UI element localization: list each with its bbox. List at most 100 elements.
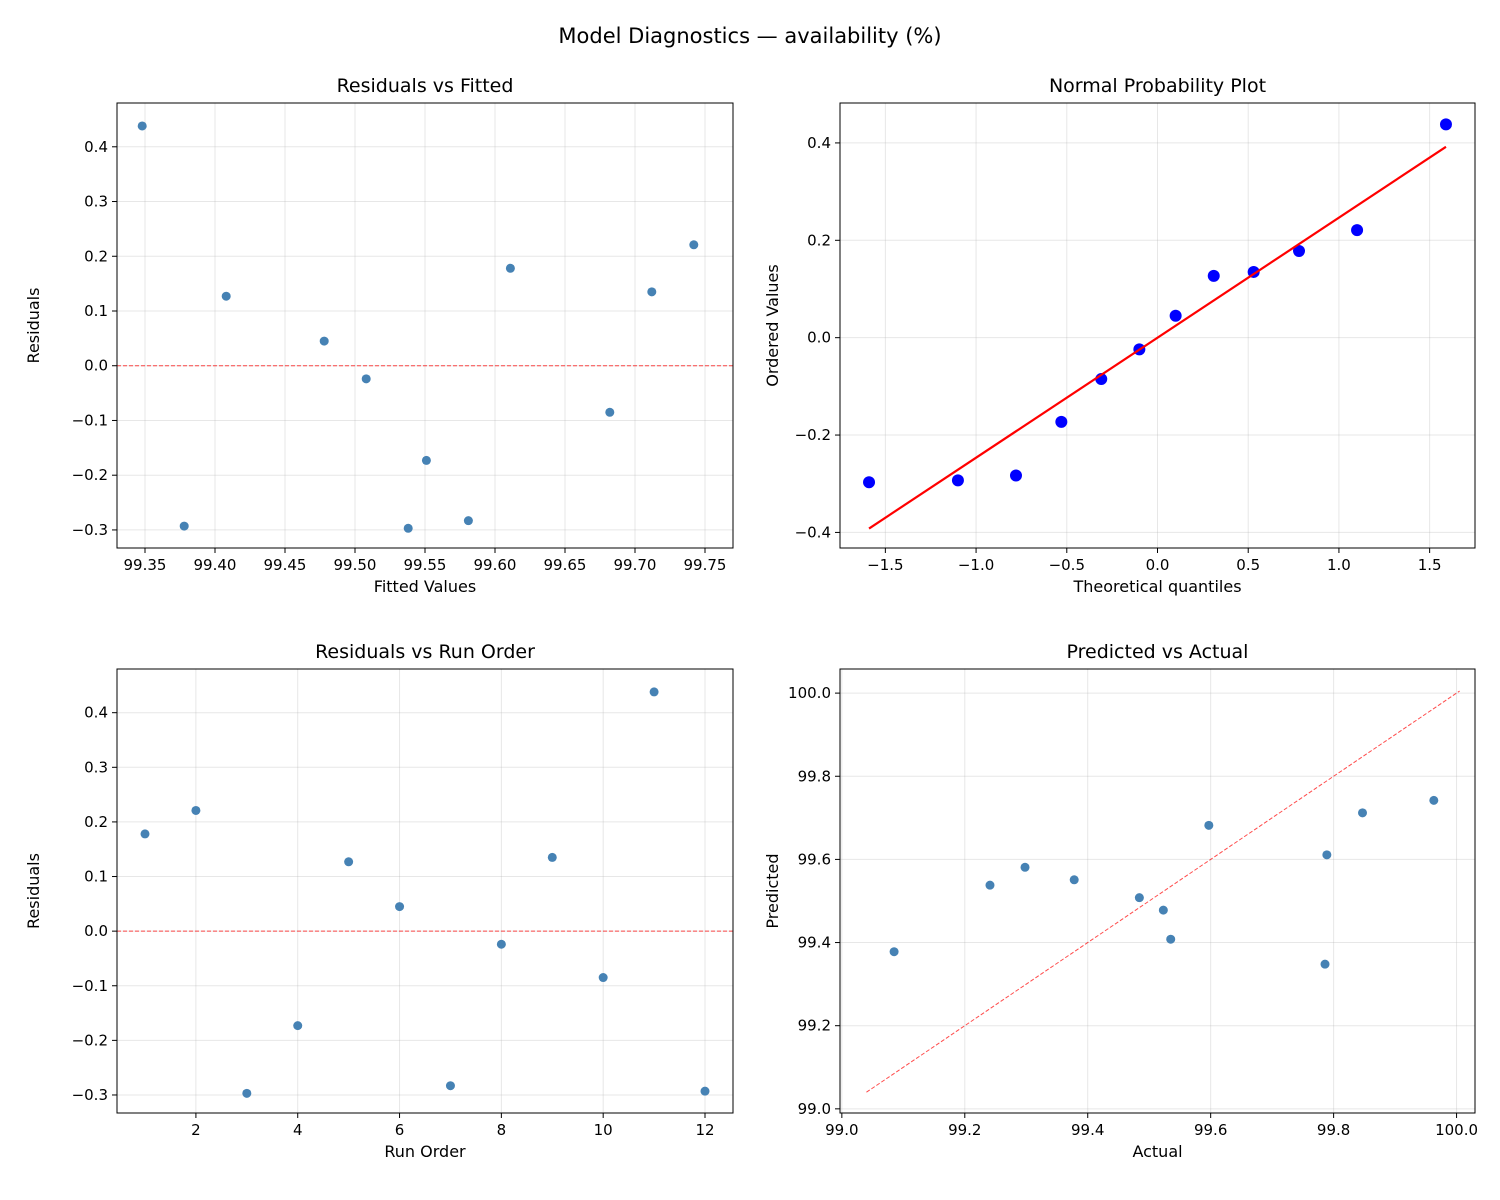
data-point — [137, 121, 147, 131]
x-tick-label: 99.60 — [474, 556, 517, 574]
y-tick-label: 0.4 — [84, 138, 108, 156]
x-axis-label: Fitted Values — [374, 577, 476, 596]
y-axis-label: Residuals — [24, 853, 43, 929]
x-tick-label: 99.75 — [684, 556, 727, 574]
data-point — [1020, 862, 1030, 872]
axes-frame — [116, 102, 734, 549]
subplot-2: −1.5 −1.0 −0.5 0.0 0.5 1.0 1.5 −0.4 −0.2 0.0 0.2 0.… — [763, 75, 1476, 596]
x-tick-label: 0.5 — [1236, 556, 1260, 574]
data-point — [505, 263, 515, 273]
y-tick-label: −0.3 — [72, 1086, 108, 1104]
data-point — [1439, 118, 1452, 131]
y-tick-label: 99.6 — [798, 850, 831, 868]
x-tick-label: 2 — [191, 1121, 201, 1139]
x-tick-label: −0.5 — [1049, 556, 1085, 574]
axes-frame — [116, 668, 734, 1114]
data-point — [1207, 269, 1220, 282]
y-tick-label: 0.2 — [84, 813, 108, 831]
data-point — [140, 829, 150, 839]
subplot-title: Normal Probability Plot — [1049, 75, 1266, 97]
data-point — [889, 947, 899, 957]
data-point — [1320, 959, 1330, 969]
data-point — [1429, 795, 1439, 805]
y-tick-label: 0.1 — [84, 868, 108, 886]
y-axis-label: Residuals — [24, 288, 43, 364]
axes-frame — [839, 668, 1476, 1114]
x-tick-label: 99.35 — [124, 556, 167, 574]
data-point — [689, 240, 699, 250]
y-tick-label: 99.0 — [798, 1100, 831, 1118]
y-tick-label: 99.4 — [798, 934, 831, 952]
y-tick-label: 0.4 — [84, 704, 108, 722]
data-point — [647, 287, 657, 297]
data-point — [1134, 893, 1144, 903]
x-axis-label: Theoretical quantiles — [1072, 577, 1241, 596]
subplot-title: Residuals vs Run Order — [315, 641, 535, 663]
y-axis-label: Predicted — [763, 853, 782, 928]
data-point — [1204, 820, 1214, 830]
data-point — [1358, 808, 1368, 818]
data-point — [421, 455, 431, 465]
identity-reference-line — [866, 690, 1460, 1093]
x-tick-label: 99.0 — [825, 1121, 858, 1139]
x-tick-label: 4 — [293, 1121, 303, 1139]
y-tick-label: −0.4 — [795, 523, 831, 541]
data-point — [403, 523, 413, 533]
data-point — [598, 973, 608, 983]
y-tick-label: −0.2 — [795, 426, 831, 444]
x-tick-label: 99.50 — [334, 556, 377, 574]
x-tick-label: 12 — [695, 1121, 714, 1139]
data-point — [1169, 309, 1182, 322]
y-tick-label: 0.4 — [807, 134, 831, 152]
data-point — [361, 374, 371, 384]
y-tick-label: 99.2 — [798, 1017, 831, 1035]
x-tick-label: 10 — [594, 1121, 613, 1139]
data-point — [649, 687, 659, 697]
data-point — [1293, 245, 1306, 258]
data-point — [1055, 415, 1068, 428]
x-tick-label: 99.6 — [1194, 1121, 1227, 1139]
x-tick-label: 100.0 — [1435, 1121, 1478, 1139]
data-point — [445, 1081, 455, 1091]
subplot-1: 99.35 99.40 99.45 99.50 99.55 99.60 99.65 99.70… — [24, 75, 734, 596]
data-point — [951, 474, 964, 487]
data-point — [700, 1086, 710, 1096]
y-tick-label: 100.0 — [788, 684, 831, 702]
y-tick-label: 0.0 — [84, 357, 108, 375]
x-tick-label: 1.5 — [1418, 556, 1442, 574]
y-tick-label: 0.2 — [807, 231, 831, 249]
x-tick-label: 1.0 — [1327, 556, 1351, 574]
y-tick-label: 0.0 — [84, 922, 108, 940]
data-point — [293, 1021, 303, 1031]
y-tick-label: 0.2 — [84, 247, 108, 265]
y-tick-label: 0.1 — [84, 302, 108, 320]
x-tick-label: 8 — [497, 1121, 507, 1139]
data-point — [863, 476, 876, 489]
data-point — [221, 291, 231, 301]
subplot-title: Residuals vs Fitted — [337, 75, 514, 97]
y-tick-label: −0.1 — [72, 411, 108, 429]
x-tick-label: 99.65 — [544, 556, 587, 574]
x-tick-label: −1.5 — [867, 556, 903, 574]
y-tick-label: 0.3 — [84, 758, 108, 776]
y-tick-label: −0.1 — [72, 977, 108, 995]
x-tick-label: 99.55 — [404, 556, 447, 574]
data-point — [547, 852, 557, 862]
x-tick-label: −1.0 — [958, 556, 994, 574]
x-tick-label: 0.0 — [1146, 556, 1170, 574]
data-point — [1158, 905, 1168, 915]
data-point — [1322, 850, 1332, 860]
subplot-title: Predicted vs Actual — [1067, 641, 1249, 663]
subplot-4: 99.0 99.2 99.4 99.6 99.8 100.0 99.0 99.2 99.4 99.… — [763, 641, 1478, 1161]
data-point — [242, 1088, 252, 1098]
data-point — [1009, 469, 1022, 482]
data-point — [463, 516, 473, 526]
x-axis-label: Run Order — [384, 1142, 466, 1161]
x-axis-label: Actual — [1132, 1142, 1182, 1161]
x-tick-label: 99.2 — [948, 1121, 981, 1139]
x-tick-label: 99.45 — [264, 556, 307, 574]
y-tick-label: 99.8 — [798, 767, 831, 785]
data-point — [1069, 875, 1079, 885]
x-tick-label: 99.70 — [614, 556, 657, 574]
